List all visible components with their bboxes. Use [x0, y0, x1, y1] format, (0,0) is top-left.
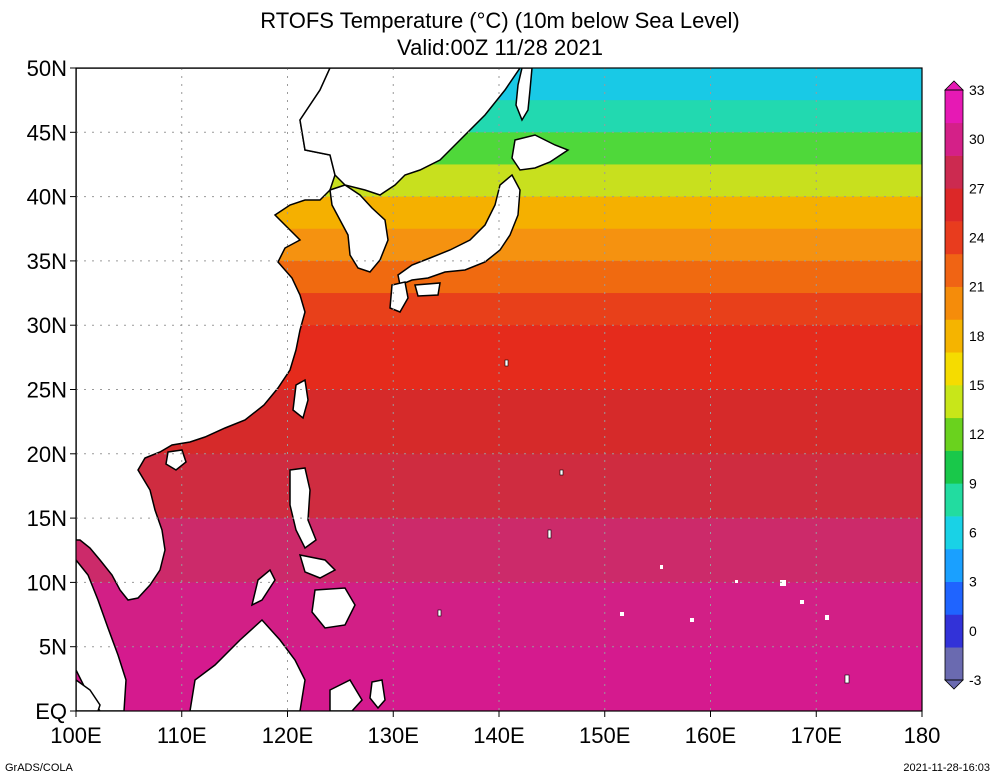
x-tick-label: 170E [791, 723, 842, 748]
x-tick-label: 160E [685, 723, 736, 748]
island-10 [844, 674, 850, 684]
y-tick-label: 45N [27, 120, 67, 145]
colorbar-label: 0 [969, 623, 977, 639]
colorbar-swatch [945, 319, 963, 353]
island-1 [504, 359, 509, 367]
x-tick-label: 120E [262, 723, 313, 748]
y-tick-label: 40N [27, 185, 67, 210]
x-axis: 100E 110E 120E 130E 140E 150E 160E 170E 180 [50, 711, 940, 748]
colorbar-label: 18 [969, 328, 985, 344]
land-halmahera [369, 679, 386, 710]
land-malay-peninsula [76, 558, 127, 711]
y-tick-label: 30N [27, 313, 67, 338]
colorbar-swatch [945, 647, 963, 681]
landmasses [76, 68, 850, 711]
chart-title: RTOFS Temperature (°C) (10m below Sea Le… [260, 8, 740, 33]
colorbar-swatch [945, 352, 963, 386]
colorbar-bottom-arrow [944, 679, 964, 690]
footer-credit: GrADS/COLA [5, 762, 73, 774]
y-tick-label: 25N [27, 378, 67, 403]
colorbar-label: 24 [969, 230, 985, 246]
colorbar-swatch [945, 614, 963, 648]
colorbar-top-arrow [944, 80, 964, 91]
land-sumatra [76, 679, 101, 711]
island-5 [620, 612, 624, 616]
y-tick-label: EQ [35, 699, 67, 724]
land-taiwan [292, 378, 309, 420]
colorbar-swatch [945, 188, 963, 222]
colorbar-swatch [945, 253, 963, 287]
colorbar-swatch [945, 548, 963, 582]
colorbar-swatch [945, 155, 963, 189]
x-tick-label: 130E [368, 723, 419, 748]
island-12 [735, 580, 738, 583]
land-palawan [250, 568, 276, 607]
colorbar-label: 30 [969, 131, 985, 147]
island-11 [690, 618, 694, 622]
y-tick-label: 5N [39, 635, 67, 660]
colorbar-label: 12 [969, 426, 985, 442]
colorbar-label: 15 [969, 377, 985, 393]
land-hainan [165, 449, 187, 471]
land-korea [329, 184, 389, 273]
colorbar-label: 9 [969, 475, 977, 491]
land-asia-mainland [76, 68, 336, 601]
colorbar-swatch [945, 286, 963, 320]
y-tick-label: 10N [27, 570, 67, 595]
land-russia-fe [299, 68, 521, 196]
land-visayas [298, 554, 337, 579]
colorbar-label: 6 [969, 525, 977, 541]
land-sakhalin [515, 68, 533, 122]
y-tick-label: 20N [27, 442, 67, 467]
land-luzon [289, 467, 317, 550]
y-tick-label: 15N [27, 506, 67, 531]
colorbar-label: -3 [969, 672, 982, 688]
land-mindanao [311, 587, 356, 629]
footer-timestamp: 2021-11-28-16:03 [903, 762, 990, 774]
colorbar-swatch [945, 221, 963, 255]
x-tick-label: 150E [579, 723, 630, 748]
land-shikoku [414, 282, 441, 297]
island-2 [547, 529, 552, 539]
x-tick-label: 180 [904, 723, 941, 748]
colorbar-label: 3 [969, 574, 977, 590]
y-tick-label: 50N [27, 56, 67, 81]
land-hokkaido [511, 134, 570, 171]
colorbar-swatch [945, 516, 963, 550]
island-3 [559, 469, 564, 476]
island-8 [800, 600, 804, 604]
land-honshu [397, 173, 521, 287]
colorbar-swatch [945, 450, 963, 484]
colorbar-swatch [945, 483, 963, 517]
colorbar-swatch [945, 90, 963, 124]
chart-subtitle: Valid:00Z 11/28 2021 [397, 35, 603, 60]
map-gridlines [76, 68, 922, 711]
colorbar-label: 33 [969, 82, 985, 98]
colorbar-swatch [945, 417, 963, 451]
x-tick-label: 100E [50, 723, 101, 748]
colorbar-label: 21 [969, 279, 985, 295]
temp-band-10 [76, 453, 922, 519]
land-kyushu [389, 281, 409, 313]
island-7 [780, 580, 786, 586]
island-9 [825, 615, 829, 620]
colorbar-swatch [945, 122, 963, 156]
colorbar-frame [944, 89, 964, 681]
x-tick-label: 140E [473, 723, 524, 748]
y-axis: 50N 45N 40N 35N 30N 25N 20N 15N 10N 5N EQ [27, 56, 76, 724]
land-borneo [189, 618, 306, 711]
colorbar-swatch [945, 581, 963, 615]
island-4 [437, 609, 442, 617]
x-tick-label: 110E [157, 723, 207, 748]
colorbar-swatch [945, 385, 963, 419]
y-tick-label: 35N [27, 249, 67, 274]
colorbar-label: 27 [969, 180, 985, 196]
land-sulawesi [329, 679, 363, 711]
island-6 [660, 565, 663, 569]
